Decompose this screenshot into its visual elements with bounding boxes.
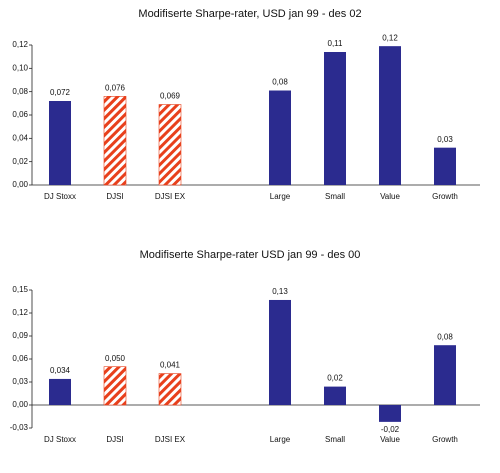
x-tick-label: Growth [432, 435, 458, 444]
value-label: 0,076 [105, 83, 126, 92]
y-tick-label: 0,00 [12, 400, 28, 409]
x-tick-label: Growth [432, 192, 458, 201]
value-label: 0,050 [105, 354, 126, 363]
bar [434, 147, 456, 185]
y-tick-label: 0,02 [12, 157, 28, 166]
x-tick-label: DJSI [106, 435, 123, 444]
value-label: 0,072 [50, 88, 71, 97]
y-tick-label: 0,06 [12, 354, 28, 363]
bar [324, 386, 346, 405]
value-label: 0,12 [382, 33, 398, 42]
x-tick-label: DJ Stoxx [44, 435, 76, 444]
value-label: 0,08 [272, 78, 288, 87]
chart-title: Modifiserte Sharpe-rater USD jan 99 - de… [140, 249, 361, 261]
y-tick-label: 0,12 [12, 308, 28, 317]
x-tick-label: DJSI EX [155, 192, 186, 201]
x-tick-label: Value [380, 192, 400, 201]
x-tick-label: Small [325, 192, 345, 201]
bar [158, 104, 182, 186]
bar [49, 378, 71, 405]
x-tick-label: Large [270, 192, 291, 201]
y-tick-label: 0,08 [12, 87, 28, 96]
value-label: 0,11 [328, 39, 344, 48]
x-tick-label: DJSI [106, 192, 123, 201]
bar [49, 101, 71, 185]
value-label: 0,13 [272, 287, 288, 296]
value-label: 0,02 [327, 374, 343, 383]
x-tick-label: Small [325, 435, 345, 444]
bar [103, 96, 127, 186]
y-tick-label: 0,06 [12, 110, 28, 119]
bar [379, 46, 401, 185]
chart-title: Modifiserte Sharpe-rater, USD jan 99 - d… [138, 8, 361, 20]
y-tick-label: 0,04 [12, 133, 28, 142]
value-label: 0,03 [437, 135, 453, 144]
bar [269, 90, 291, 185]
bar [379, 405, 401, 422]
y-tick-label: -0,03 [10, 423, 29, 432]
y-tick-label: 0,09 [12, 331, 28, 340]
value-label: 0,069 [160, 92, 181, 101]
value-label: 0,034 [50, 366, 71, 375]
y-tick-label: 0,12 [12, 40, 28, 49]
x-tick-label: Value [380, 435, 400, 444]
bar [103, 366, 127, 406]
x-tick-label: DJ Stoxx [44, 192, 76, 201]
value-label: 0,041 [160, 361, 181, 370]
y-tick-label: 0,10 [12, 63, 28, 72]
value-label: 0,08 [437, 332, 453, 341]
y-tick-label: 0,00 [12, 180, 28, 189]
bar [434, 345, 456, 405]
x-tick-label: DJSI EX [155, 435, 186, 444]
y-tick-label: 0,15 [12, 285, 28, 294]
y-tick-label: 0,03 [12, 377, 28, 386]
bar [269, 299, 291, 405]
bar [324, 52, 346, 185]
x-tick-label: Large [270, 435, 291, 444]
value-label: -0,02 [381, 425, 400, 434]
bar [158, 373, 182, 406]
